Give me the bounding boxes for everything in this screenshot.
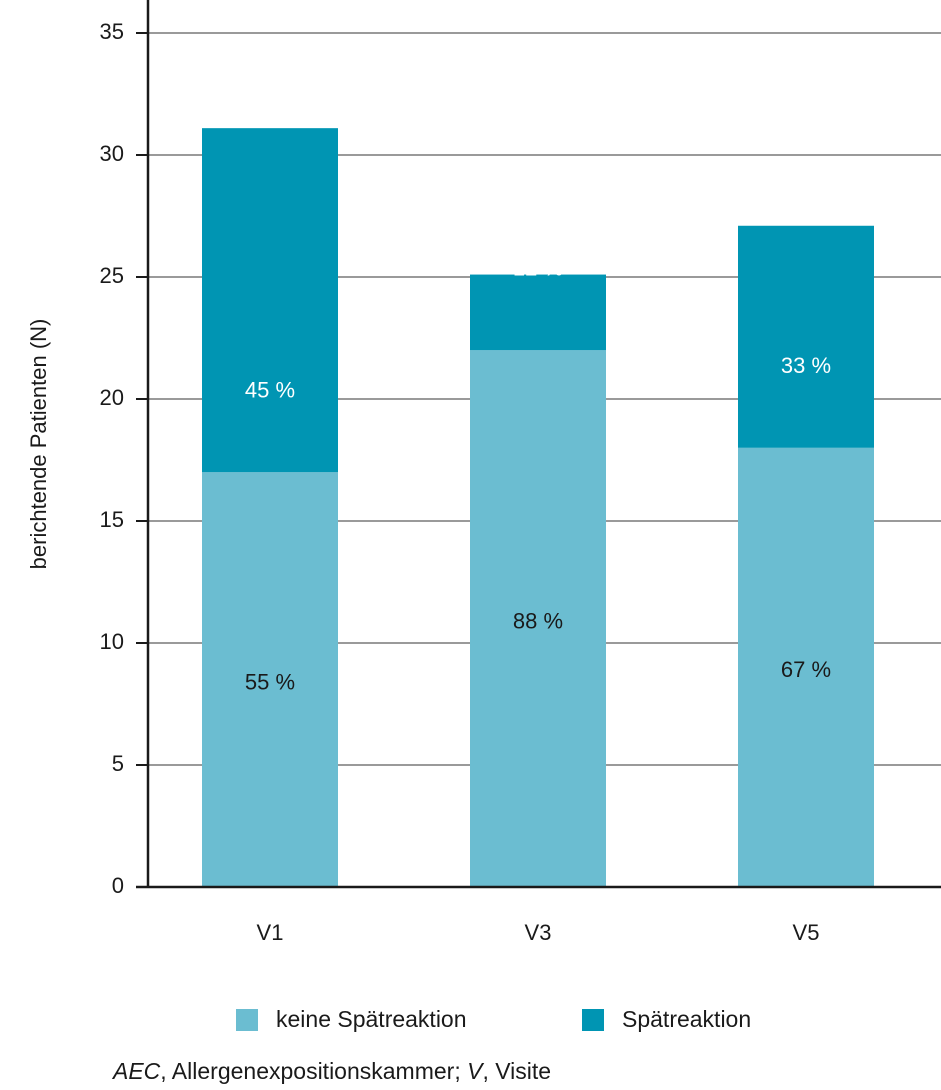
- axes: [136, 0, 941, 889]
- y-tick-label-30: 30: [100, 141, 124, 166]
- bar-label-V3-series-1: 88 %: [513, 608, 563, 633]
- bar-V1-series-1: [202, 472, 338, 887]
- legend-item-keine-spaetreaktion: keine Spätreaktion: [236, 1006, 467, 1033]
- stacked-bar-chart: 0 5 10 15 20 25 30 35 V1 V3 V5 55 % 45 % 88 % 12 % 67…: [26, 0, 941, 945]
- footnote-abbr-aec: AEC: [113, 1058, 161, 1084]
- bar-label-V1-series-1: 55 %: [245, 669, 295, 694]
- footnote: AEC, Allergenexpositionskammer; V, Visit…: [113, 1058, 551, 1085]
- bar-V1-series-2: [202, 128, 338, 473]
- footnote-text-2: , Visite: [482, 1058, 552, 1084]
- y-tick-label-20: 20: [100, 385, 124, 410]
- legend-swatch-spaetreaktion: [582, 1008, 604, 1031]
- legend-label-keine-spaetreaktion: keine Spätreaktion: [276, 1006, 467, 1032]
- y-tick-label-0: 0: [112, 873, 124, 898]
- x-tick-labels: V1 V3 V5: [257, 920, 820, 945]
- bar-label-V5-series-2: 33 %: [781, 353, 831, 378]
- bars: [202, 128, 874, 887]
- legend-swatch-keine-spaetreaktion: [236, 1008, 258, 1031]
- bar-V5-series-2: [738, 225, 874, 448]
- y-tick-label-10: 10: [100, 629, 124, 654]
- x-tick-label-V3: V3: [525, 920, 552, 945]
- bar-label-V5-series-1: 67 %: [781, 657, 831, 682]
- legend-item-spaetreaktion: Spätreaktion: [582, 1006, 751, 1033]
- y-tick-label-5: 5: [112, 751, 124, 776]
- bar-label-V1-series-2: 45 %: [245, 377, 295, 402]
- legend: keine Spätreaktion Spätreaktion: [0, 1006, 941, 1040]
- footnote-text-1: , Allergenexpositionskammer;: [160, 1058, 468, 1084]
- bar-V5-series-1: [738, 447, 874, 887]
- bar-V3-series-2: [470, 274, 606, 351]
- bar-label-V3-series-2: 12 %: [513, 255, 563, 280]
- y-tick-label-35: 35: [100, 19, 124, 44]
- footnote-abbr-v: V: [467, 1058, 483, 1084]
- legend-label-spaetreaktion: Spätreaktion: [622, 1006, 752, 1032]
- bar-labels: 55 % 45 % 88 % 12 % 67 % 33 %: [245, 255, 831, 694]
- y-tick-label-15: 15: [100, 507, 124, 532]
- y-axis-label: berichtende Patienten (N): [26, 319, 51, 570]
- y-tick-label-25: 25: [100, 263, 124, 288]
- x-tick-label-V5: V5: [793, 920, 820, 945]
- x-tick-label-V1: V1: [257, 920, 284, 945]
- bar-V3-series-1: [470, 350, 606, 887]
- y-tick-labels: 0 5 10 15 20 25 30 35: [100, 19, 148, 898]
